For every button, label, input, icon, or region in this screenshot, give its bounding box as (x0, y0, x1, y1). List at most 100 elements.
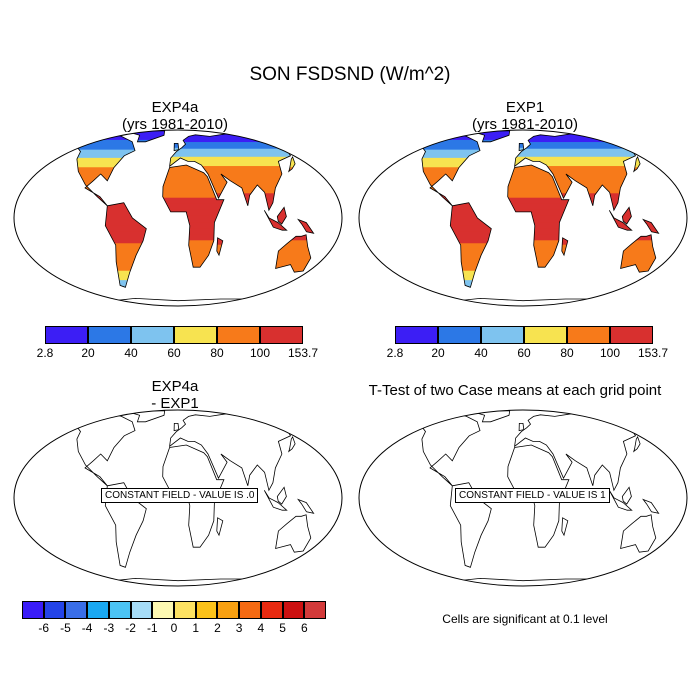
colorbar-label: -5 (60, 621, 71, 635)
coastline-africa (162, 164, 225, 268)
colorbar-box (239, 601, 261, 619)
map-panel-exp1 (358, 129, 688, 307)
colorbar-label: 40 (124, 346, 138, 360)
panel-title-line1: EXP1 (505, 99, 545, 116)
colorbar-label: 6 (300, 621, 308, 635)
coastline-newGuinea (297, 218, 315, 234)
colorbar-box (524, 326, 567, 344)
colorbar-label: 5 (279, 621, 286, 635)
coastline-africa (507, 164, 570, 268)
coastline-madagascar (561, 237, 569, 257)
coastline-madagascar (561, 517, 569, 537)
colorbar-box (282, 601, 305, 619)
colorbar-box (130, 601, 153, 619)
coastline-newZealand (311, 267, 327, 282)
colorbar-box (174, 601, 196, 619)
colorbar-label: 20 (431, 346, 445, 360)
colorbar-box (395, 326, 438, 344)
colorbar-box (438, 326, 481, 344)
colorbar-box (174, 326, 217, 344)
coastline-uk (518, 143, 525, 152)
coastline-greenland (129, 410, 166, 423)
coastline-madagascar (216, 517, 224, 537)
panel-title-ttest: T-Test of two Case means at each grid po… (345, 382, 685, 399)
coastline-uk (173, 423, 180, 432)
colorbar-box (481, 326, 524, 344)
panel-title-diff: EXP4a - EXP1 (85, 378, 265, 412)
colorbar-box (304, 601, 326, 619)
coastline-eurasia (514, 131, 653, 212)
colorbar-box (217, 601, 240, 619)
map-panel-exp4a (13, 129, 343, 307)
colorbar-label: 2 (214, 621, 221, 635)
panel-title-line1: EXP4a (151, 378, 199, 395)
colorbar-label: 0 (170, 621, 178, 635)
colorbar-label: 4 (257, 621, 265, 635)
coastline-japan (633, 155, 641, 173)
colorbar-label: 100 (599, 346, 621, 360)
map-border (358, 409, 688, 587)
coastline-australia (275, 234, 312, 273)
coastline-antarctica (52, 577, 304, 586)
colorbar-label: 153.7 (637, 346, 669, 360)
colorbar-box (88, 326, 131, 344)
colorbar-label: 80 (210, 346, 224, 360)
colorbar-label: 60 (517, 346, 531, 360)
coastline-antarctica (397, 577, 649, 586)
coastline-newGuinea (297, 498, 315, 514)
colorbar-label: 20 (81, 346, 95, 360)
colorbar-box (22, 601, 44, 619)
constant-field-box-diff: CONSTANT FIELD - VALUE IS .0 (101, 488, 259, 503)
map-border (13, 129, 343, 307)
map-border (13, 409, 343, 587)
colorbar-box (260, 326, 303, 344)
significance-note: Cells are significant at 0.1 level (442, 612, 608, 626)
coastline-borneo (621, 486, 632, 505)
coastline-japan (288, 155, 296, 173)
coastline-borneo (621, 206, 632, 225)
colorbar-label: -4 (81, 621, 93, 635)
coastline-eurasia (514, 411, 653, 492)
colorbar-label: -3 (103, 621, 115, 635)
colorbar-box (567, 326, 610, 344)
coastline-uk (518, 423, 525, 432)
coastline-australia (275, 514, 312, 553)
colorbar-box (45, 326, 88, 344)
colorbar-label: 153.7 (287, 346, 319, 360)
colorbar-label: -1 (146, 621, 158, 635)
coastline-indonesia (608, 210, 633, 231)
constant-field-box-ttest: CONSTANT FIELD - VALUE IS 1 (455, 488, 610, 503)
colorbar-box (195, 601, 218, 619)
colorbar-diff: -6 -5 -4 -3 -2 -1 0 1 2 3 4 5 6 (22, 601, 326, 635)
colorbar-label: 3 (235, 621, 243, 635)
coastline-newZealand (311, 547, 327, 562)
panel-title-exp4a: EXP4a (yrs 1981-2010) (85, 99, 265, 133)
figure-title: SON FSDSND (W/m^2) (249, 64, 451, 85)
colorbar-label: 80 (560, 346, 574, 360)
colorbar-box (43, 601, 66, 619)
colorbar-exp4a: 2.8 20 40 60 80 100 153.7 (37, 326, 318, 360)
coastline-newGuinea (642, 218, 660, 234)
colorbar-box (610, 326, 653, 344)
coastline-northAmerica (400, 413, 481, 487)
coastline-australia (620, 514, 657, 553)
coastline-uk (173, 143, 180, 152)
panel-title-line1: EXP4a (151, 99, 199, 116)
coastline-greenland (474, 410, 511, 423)
panel-title-line1: T-Test of two Case means at each grid po… (368, 382, 662, 399)
coastline-madagascar (216, 237, 224, 257)
coastline-japan (633, 435, 641, 453)
colorbar-box (87, 601, 109, 619)
coastline-northAmerica (55, 413, 136, 487)
coastline-southAmerica (104, 202, 147, 288)
colorbar-box (65, 601, 88, 619)
coastline-eurasia (169, 131, 308, 212)
coastline-eurasia (169, 411, 308, 492)
coastline-newZealand (656, 267, 672, 282)
colorbar-label: -6 (38, 621, 50, 635)
colorbar-label: 60 (167, 346, 181, 360)
panel-title-line2: (yrs 1981-2010) (122, 116, 228, 133)
colorbar-box (260, 601, 283, 619)
coastline-indonesia (263, 490, 288, 511)
coastline-australia (620, 234, 657, 273)
